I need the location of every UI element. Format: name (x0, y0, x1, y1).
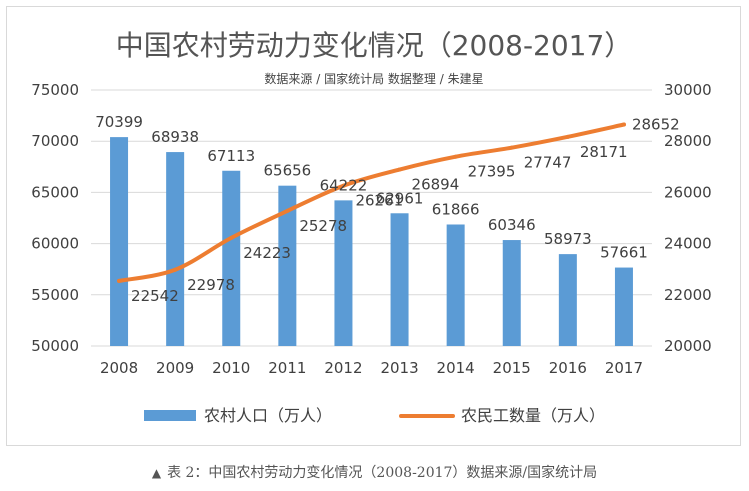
bar[interactable] (502, 240, 521, 346)
bar-series (110, 137, 633, 346)
line-point[interactable] (229, 235, 234, 240)
bar[interactable] (334, 200, 353, 346)
x-tick-label: 2011 (268, 359, 306, 377)
line-series (117, 122, 626, 283)
line-point[interactable] (117, 278, 122, 283)
legend-label-bars[interactable]: 农村人口（万人） (204, 406, 332, 425)
bar-data-label: 57661 (600, 244, 648, 262)
x-tick-label: 2008 (100, 359, 138, 377)
y-left-tick-label: 75000 (31, 81, 79, 99)
y-left-tick-label: 70000 (31, 132, 79, 150)
y-left-tick-label: 60000 (31, 235, 79, 253)
y-right-tick-label: 28000 (664, 132, 712, 150)
triangle-up-icon: ▲ (151, 466, 162, 480)
bar-data-label: 60346 (488, 216, 536, 234)
y-right-tick-label: 24000 (664, 235, 712, 253)
bar[interactable] (166, 152, 185, 346)
y-right-tick-label: 26000 (664, 183, 712, 201)
bar-data-label: 68938 (151, 128, 199, 146)
bar[interactable] (222, 170, 241, 346)
chart-subtitle: 数据来源 / 国家统计局 数据整理 / 朱建星 (264, 71, 483, 86)
x-tick-label: 2009 (156, 359, 194, 377)
caption-text: 表 2：中国农村劳动力变化情况（2008-2017）数据来源/国家统计局 (167, 465, 598, 481)
line-data-label: 25278 (299, 217, 347, 235)
line-point[interactable] (285, 208, 290, 213)
x-tick-label: 2012 (324, 359, 362, 377)
line-point[interactable] (173, 267, 178, 272)
bar-data-label: 61866 (432, 200, 480, 218)
line-data-label: 22542 (131, 287, 179, 305)
line-point[interactable] (453, 154, 458, 159)
line-point[interactable] (565, 134, 570, 139)
axes: 50000 55000 60000 65000 70000 75000 20000 22000… (31, 81, 711, 377)
bar[interactable] (390, 213, 409, 346)
x-tick-label: 2015 (493, 359, 531, 377)
line-data-label: 26894 (412, 176, 460, 194)
line-point[interactable] (621, 122, 626, 127)
y-right-tick-label: 20000 (664, 337, 712, 355)
figure-caption: ▲ 表 2：中国农村劳动力变化情况（2008-2017）数据来源/国家统计局 (0, 462, 749, 482)
line-point[interactable] (509, 145, 514, 150)
line-data-label: 22978 (187, 276, 235, 294)
bar-data-label: 65656 (263, 162, 311, 180)
y-left-tick-label: 55000 (31, 286, 79, 304)
y-right-tick-label: 30000 (664, 81, 712, 99)
y-left-tick-label: 50000 (31, 337, 79, 355)
chart-svg: 中国农村劳动力变化情况（2008-2017） 数据来源 / 国家统计局 数据整理… (31, 29, 711, 425)
line-data-label: 28652 (632, 116, 680, 134)
line-path[interactable] (117, 122, 626, 283)
chart-title: 中国农村劳动力变化情况（2008-2017） (116, 29, 633, 62)
bar[interactable] (614, 267, 633, 346)
chart-frame: 中国农村劳动力变化情况（2008-2017） 数据来源 / 国家统计局 数据整理… (6, 6, 741, 446)
bar[interactable] (558, 254, 577, 346)
data-labels: 70399 68938 67113 65656 64222 62961 61866 60346… (95, 113, 679, 305)
line-data-label: 27747 (524, 154, 572, 172)
line-data-label: 26261 (355, 192, 403, 210)
bar-data-label: 62961 (376, 189, 424, 207)
bar-data-label: 67113 (207, 147, 255, 165)
gridlines (91, 89, 652, 347)
line-data-label: 24223 (243, 244, 291, 262)
bar[interactable] (278, 185, 297, 346)
line-point[interactable] (341, 183, 346, 188)
x-tick-label: 2014 (437, 359, 475, 377)
bar-data-label: 58973 (544, 230, 592, 248)
bar-data-label: 70399 (95, 113, 143, 131)
legend[interactable]: 农村人口（万人） 农民工数量（万人） (144, 406, 605, 425)
x-tick-label: 2013 (380, 359, 418, 377)
bar[interactable] (110, 137, 129, 346)
line-data-label: 28171 (580, 143, 628, 161)
x-tick-label: 2010 (212, 359, 250, 377)
line-data-label: 27395 (468, 163, 516, 181)
bar-data-label: 64222 (320, 176, 368, 194)
legend-label-line[interactable]: 农民工数量（万人） (461, 406, 605, 425)
legend-swatch-bars[interactable] (144, 410, 196, 421)
bar[interactable] (446, 224, 465, 346)
line-point[interactable] (397, 167, 402, 172)
x-tick-label: 2017 (605, 359, 643, 377)
x-tick-label: 2016 (549, 359, 587, 377)
y-right-tick-label: 22000 (664, 286, 712, 304)
y-left-tick-label: 65000 (31, 183, 79, 201)
